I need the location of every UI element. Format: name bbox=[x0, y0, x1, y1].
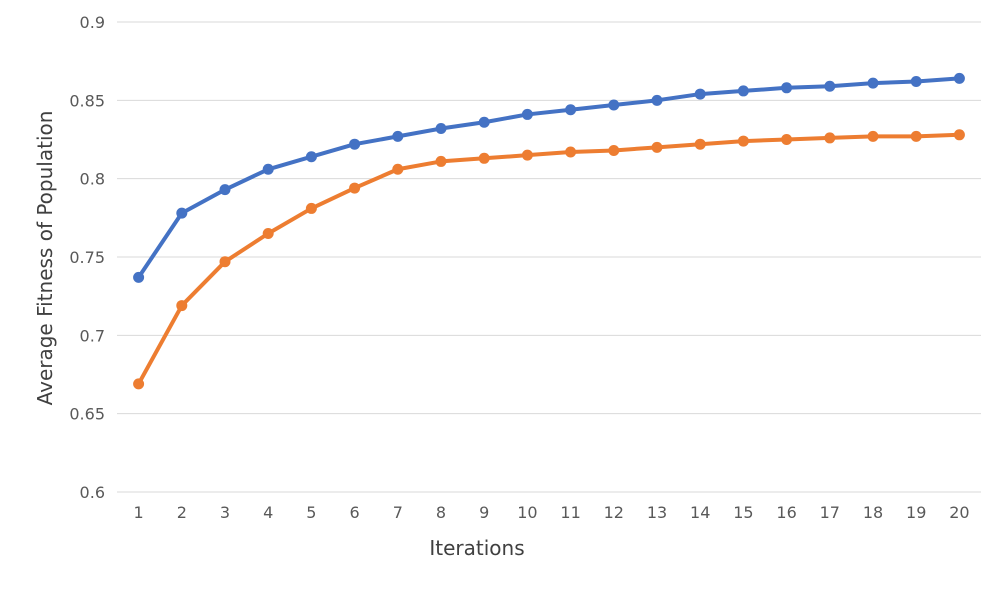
data-point bbox=[521, 149, 533, 161]
x-tick-label: 8 bbox=[436, 503, 446, 522]
x-tick-label: 5 bbox=[306, 503, 316, 522]
data-point bbox=[867, 77, 879, 89]
data-point bbox=[435, 155, 447, 167]
grid bbox=[117, 21, 981, 493]
data-point bbox=[392, 163, 404, 175]
data-point bbox=[262, 228, 274, 239]
data-point bbox=[133, 271, 145, 283]
data-point bbox=[910, 130, 922, 142]
data-point bbox=[737, 85, 749, 97]
x-tick-label: 13 bbox=[647, 503, 667, 522]
y-axis-ticks: 0.6 0.65 0.7 0.75 0.8 0.85 0.9 bbox=[69, 13, 105, 502]
x-tick-label: 9 bbox=[479, 503, 489, 522]
data-point bbox=[305, 202, 317, 214]
y-tick-label: 0.8 bbox=[80, 170, 105, 189]
data-point bbox=[737, 135, 749, 147]
data-point bbox=[824, 80, 836, 92]
y-tick-label: 0.9 bbox=[80, 13, 105, 32]
x-tick-label: 2 bbox=[177, 503, 187, 522]
y-axis-title: Average Fitness of Population bbox=[33, 111, 57, 406]
y-tick-label: 0.7 bbox=[80, 326, 105, 345]
data-point bbox=[781, 82, 793, 94]
data-point bbox=[651, 94, 663, 106]
data-point bbox=[565, 146, 577, 158]
x-tick-label: 20 bbox=[949, 503, 969, 522]
data-point bbox=[219, 184, 231, 196]
data-point bbox=[608, 144, 620, 156]
data-point bbox=[867, 130, 879, 142]
data-point bbox=[608, 99, 620, 111]
x-tick-label: 16 bbox=[776, 503, 796, 522]
data-point bbox=[824, 132, 836, 144]
x-tick-label: 14 bbox=[690, 503, 710, 522]
data-point bbox=[781, 134, 793, 145]
x-tick-label: 19 bbox=[906, 503, 926, 522]
y-tick-label: 0.6 bbox=[80, 483, 105, 502]
data-point bbox=[176, 300, 188, 312]
x-tick-label: 10 bbox=[517, 503, 537, 522]
series-1 bbox=[133, 72, 965, 283]
y-tick-label: 0.65 bbox=[69, 405, 105, 424]
x-axis-title: Iterations bbox=[429, 536, 524, 560]
x-axis-ticks: 1 2 3 4 5 6 7 8 9 10 11 12 13 14 15 16 17 18 19 20 bbox=[134, 503, 970, 522]
series-2 bbox=[133, 129, 965, 390]
y-tick-label: 0.85 bbox=[69, 91, 105, 110]
data-point bbox=[349, 182, 361, 194]
data-point bbox=[478, 152, 490, 164]
x-tick-label: 15 bbox=[733, 503, 753, 522]
data-point bbox=[349, 138, 361, 150]
series-line bbox=[136, 132, 962, 386]
data-point bbox=[392, 130, 404, 142]
data-point bbox=[694, 88, 706, 100]
x-tick-label: 4 bbox=[263, 503, 273, 522]
data-point bbox=[478, 116, 490, 128]
data-point bbox=[262, 163, 274, 175]
x-tick-label: 18 bbox=[863, 503, 883, 522]
data-point bbox=[305, 151, 317, 163]
data-point bbox=[694, 138, 706, 150]
y-tick-label: 0.75 bbox=[69, 248, 105, 267]
x-tick-label: 1 bbox=[134, 503, 144, 522]
series bbox=[133, 72, 965, 390]
data-point bbox=[565, 104, 577, 116]
data-point bbox=[910, 76, 922, 88]
data-point bbox=[133, 378, 145, 390]
x-tick-label: 11 bbox=[560, 503, 580, 522]
data-point bbox=[953, 129, 965, 141]
x-tick-label: 6 bbox=[350, 503, 360, 522]
data-point bbox=[176, 207, 188, 219]
data-point bbox=[953, 72, 965, 84]
x-tick-label: 3 bbox=[220, 503, 230, 522]
series-line bbox=[136, 76, 962, 280]
data-point bbox=[435, 123, 447, 135]
data-point bbox=[651, 141, 663, 153]
x-tick-label: 17 bbox=[820, 503, 840, 522]
data-point bbox=[521, 108, 533, 120]
x-tick-label: 12 bbox=[604, 503, 624, 522]
data-point bbox=[219, 256, 231, 268]
x-tick-label: 7 bbox=[393, 503, 403, 522]
